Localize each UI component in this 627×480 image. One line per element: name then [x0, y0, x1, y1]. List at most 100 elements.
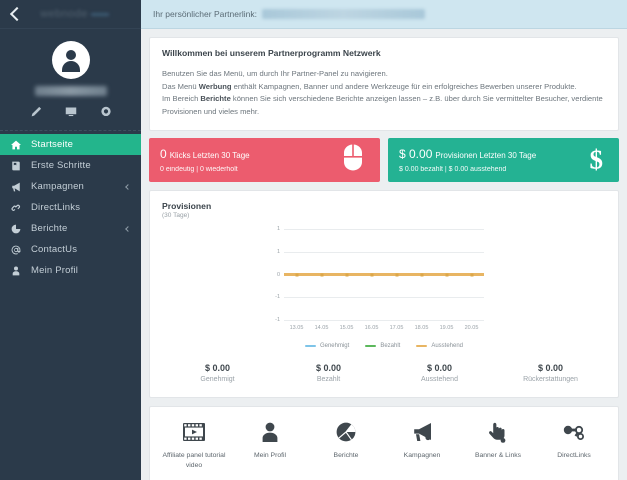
chevron-left-icon[interactable] [125, 225, 131, 232]
chevron-left-icon[interactable] [125, 183, 131, 190]
video-icon [156, 419, 232, 445]
chart-legend-item[interactable]: Bezahlt [365, 343, 400, 349]
commission-total-rückerstattungen: $ 0.00 Rückerstattungen [495, 363, 606, 383]
home-icon [11, 140, 25, 150]
chain-link-icon [536, 419, 612, 445]
chart-y-tick-label: -1 [275, 317, 280, 324]
megaphone-icon [384, 419, 460, 445]
commission-total-label: Rückerstattungen [523, 376, 578, 384]
chart-legend-item[interactable]: Ausstehend [416, 343, 463, 349]
stat-card-clicks[interactable]: 0 Klicks Letzten 30 Tage 0 eindeutig | 0 … [149, 138, 380, 183]
chart-data-point [345, 273, 348, 277]
user-avatar-icon[interactable] [51, 41, 90, 79]
stat-card-commissions-title: Provisionen Letzten 30 Tage [435, 151, 537, 161]
sidebar-item-mein-profil[interactable]: Mein Profil [0, 260, 141, 281]
quicklink-label: Affiliate panel tutorial video [162, 452, 226, 469]
sidebar-nav: Startseite Erste Schritte Kampagnen [0, 131, 141, 281]
stat-card-commissions-value: $ 0.00 [399, 147, 433, 162]
welcome-line-2: Das Menü Werbung enthält Kampagnen, Bann… [162, 81, 606, 94]
sidebar-item-kampagnen[interactable]: Kampagnen [0, 176, 141, 197]
sidebar-item-startseite[interactable]: Startseite [0, 134, 141, 155]
sidebar-item-label: Kampagnen [31, 181, 85, 192]
sidebar-item-erste-schritte[interactable]: Erste Schritte [0, 155, 141, 176]
quicklink-label: Kampagnen [403, 452, 441, 460]
welcome-line-4: Provisionen und vieles mehr. [162, 106, 260, 116]
chart-y-tick-label: 0 [276, 271, 280, 278]
chart-y-tick-label: -1 [275, 294, 280, 301]
brand-logo-text: webnode [40, 8, 88, 20]
stat-card-clicks-sub: 0 eindeutig | 0 wiederholt [160, 166, 238, 174]
welcome-line-3-a: Im Bereich [162, 94, 201, 104]
stat-card-commissions[interactable]: $ 0.00 Provisionen Letzten 30 Tage $ 0.00… [388, 138, 619, 183]
hand-pointer-icon [460, 419, 536, 445]
book-icon [11, 161, 25, 171]
profile-block [0, 29, 141, 131]
commission-total-amount: $ 0.00 [537, 363, 564, 374]
mouse-icon [342, 144, 364, 176]
chart-legend-label: Ausstehend [431, 343, 464, 350]
chart-legend-label: Bezahlt [380, 343, 401, 350]
commissions-chart-panel: Provisionen (30 Tage) 1 1 0 -1 -1 13.05 14.05 1… [149, 190, 619, 399]
chart-legend-swatch [365, 344, 377, 348]
quicklink-label: Mein Profil [253, 452, 287, 460]
profile-name [34, 86, 107, 96]
at-icon [11, 245, 25, 255]
sidebar-item-berichte[interactable]: Berichte [0, 218, 141, 239]
commission-total-label: Bezahlt [316, 376, 341, 384]
sidebar-item-label: ContactUs [31, 244, 78, 255]
partnerlink-value[interactable] [261, 9, 425, 19]
quicklink-mein-profil[interactable]: Mein Profil [232, 419, 308, 471]
stat-cards: 0 Klicks Letzten 30 Tage 0 eindeutig | 0 … [149, 138, 619, 183]
quicklink-berichte[interactable]: Berichte [308, 419, 384, 471]
piechart-icon [308, 419, 384, 445]
chevron-left-icon[interactable] [8, 7, 22, 21]
link-icon [11, 203, 25, 213]
chart-legend-label: Genehmigt [319, 343, 350, 350]
welcome-line-1: Benutzen Sie das Menü, um durch Ihr Part… [162, 69, 388, 78]
chart-legend: Genehmigt Bezahlt Ausstehend [162, 343, 606, 349]
sidebar-item-contactus[interactable]: ContactUs [0, 239, 141, 260]
chart-legend-item[interactable]: Genehmigt [304, 343, 350, 350]
sidebar-item-label: Berichte [31, 223, 68, 234]
commission-total-ausstehend: $ 0.00 Ausstehend [384, 363, 495, 383]
avatar-body [61, 61, 80, 72]
commission-total-amount: $ 0.00 [426, 363, 453, 374]
power-icon[interactable] [99, 105, 112, 118]
sidebar-item-label: Startseite [31, 139, 74, 150]
chart-gridline [284, 320, 484, 322]
chart-subtitle: (30 Tage) [162, 212, 190, 220]
chart-legend-swatch [416, 344, 428, 348]
chart-header: Provisionen (30 Tage) [162, 201, 606, 219]
brand-logo[interactable]: webnode [22, 8, 141, 20]
person-icon [11, 266, 25, 276]
chart-x-tick-label: 14.05 [314, 325, 329, 332]
stat-card-clicks-headline: 0 Klicks Letzten 30 Tage [160, 147, 380, 161]
chart-canvas[interactable]: 1 1 0 -1 -1 13.05 14.05 15.05 16.05 17.05 18.05 19.… [275, 226, 484, 331]
quicklink-directlinks[interactable]: DirectLinks [536, 419, 612, 471]
commission-total-label: Genehmigt [200, 376, 235, 384]
sidebar-item-directlinks[interactable]: DirectLinks [0, 197, 141, 218]
commission-total-label: Ausstehend [421, 376, 458, 384]
pencil-icon[interactable] [29, 105, 42, 118]
chart-data-point [445, 273, 448, 277]
quicklink-label: DirectLinks [557, 452, 591, 460]
commission-totals: $ 0.00 Genehmigt $ 0.00 Bezahlt $ 0.00 Ausste… [162, 363, 606, 383]
welcome-line-2-bold: Werbung [198, 81, 232, 91]
monitor-icon[interactable] [64, 105, 77, 118]
quicklink-tutorial-video[interactable]: Affiliate panel tutorial video [156, 419, 232, 471]
quicklink-kampagnen[interactable]: Kampagnen [384, 419, 460, 471]
chart-gridline [284, 297, 484, 299]
stat-card-clicks-value: 0 [160, 147, 167, 162]
main-content: Ihr persönlicher Partnerlink: Willkommen… [141, 0, 627, 480]
welcome-heading: Willkommen bei unserem Partnerprogramm N… [162, 48, 381, 58]
welcome-line-3-bold: Berichte [200, 94, 231, 104]
sidebar-item-label: Erste Schritte [31, 160, 91, 171]
welcome-panel: Willkommen bei unserem Partnerprogramm N… [149, 37, 619, 132]
quicklink-label: Berichte [333, 452, 359, 460]
chart-x-tick-label: 19.05 [439, 325, 454, 332]
partnerlink-label: Ihr persönlicher Partnerlink: [153, 9, 257, 19]
quicklink-label: Banner & Links [474, 452, 522, 460]
chart-gridline [284, 251, 484, 253]
quicklink-banner-links[interactable]: Banner & Links [460, 419, 536, 471]
